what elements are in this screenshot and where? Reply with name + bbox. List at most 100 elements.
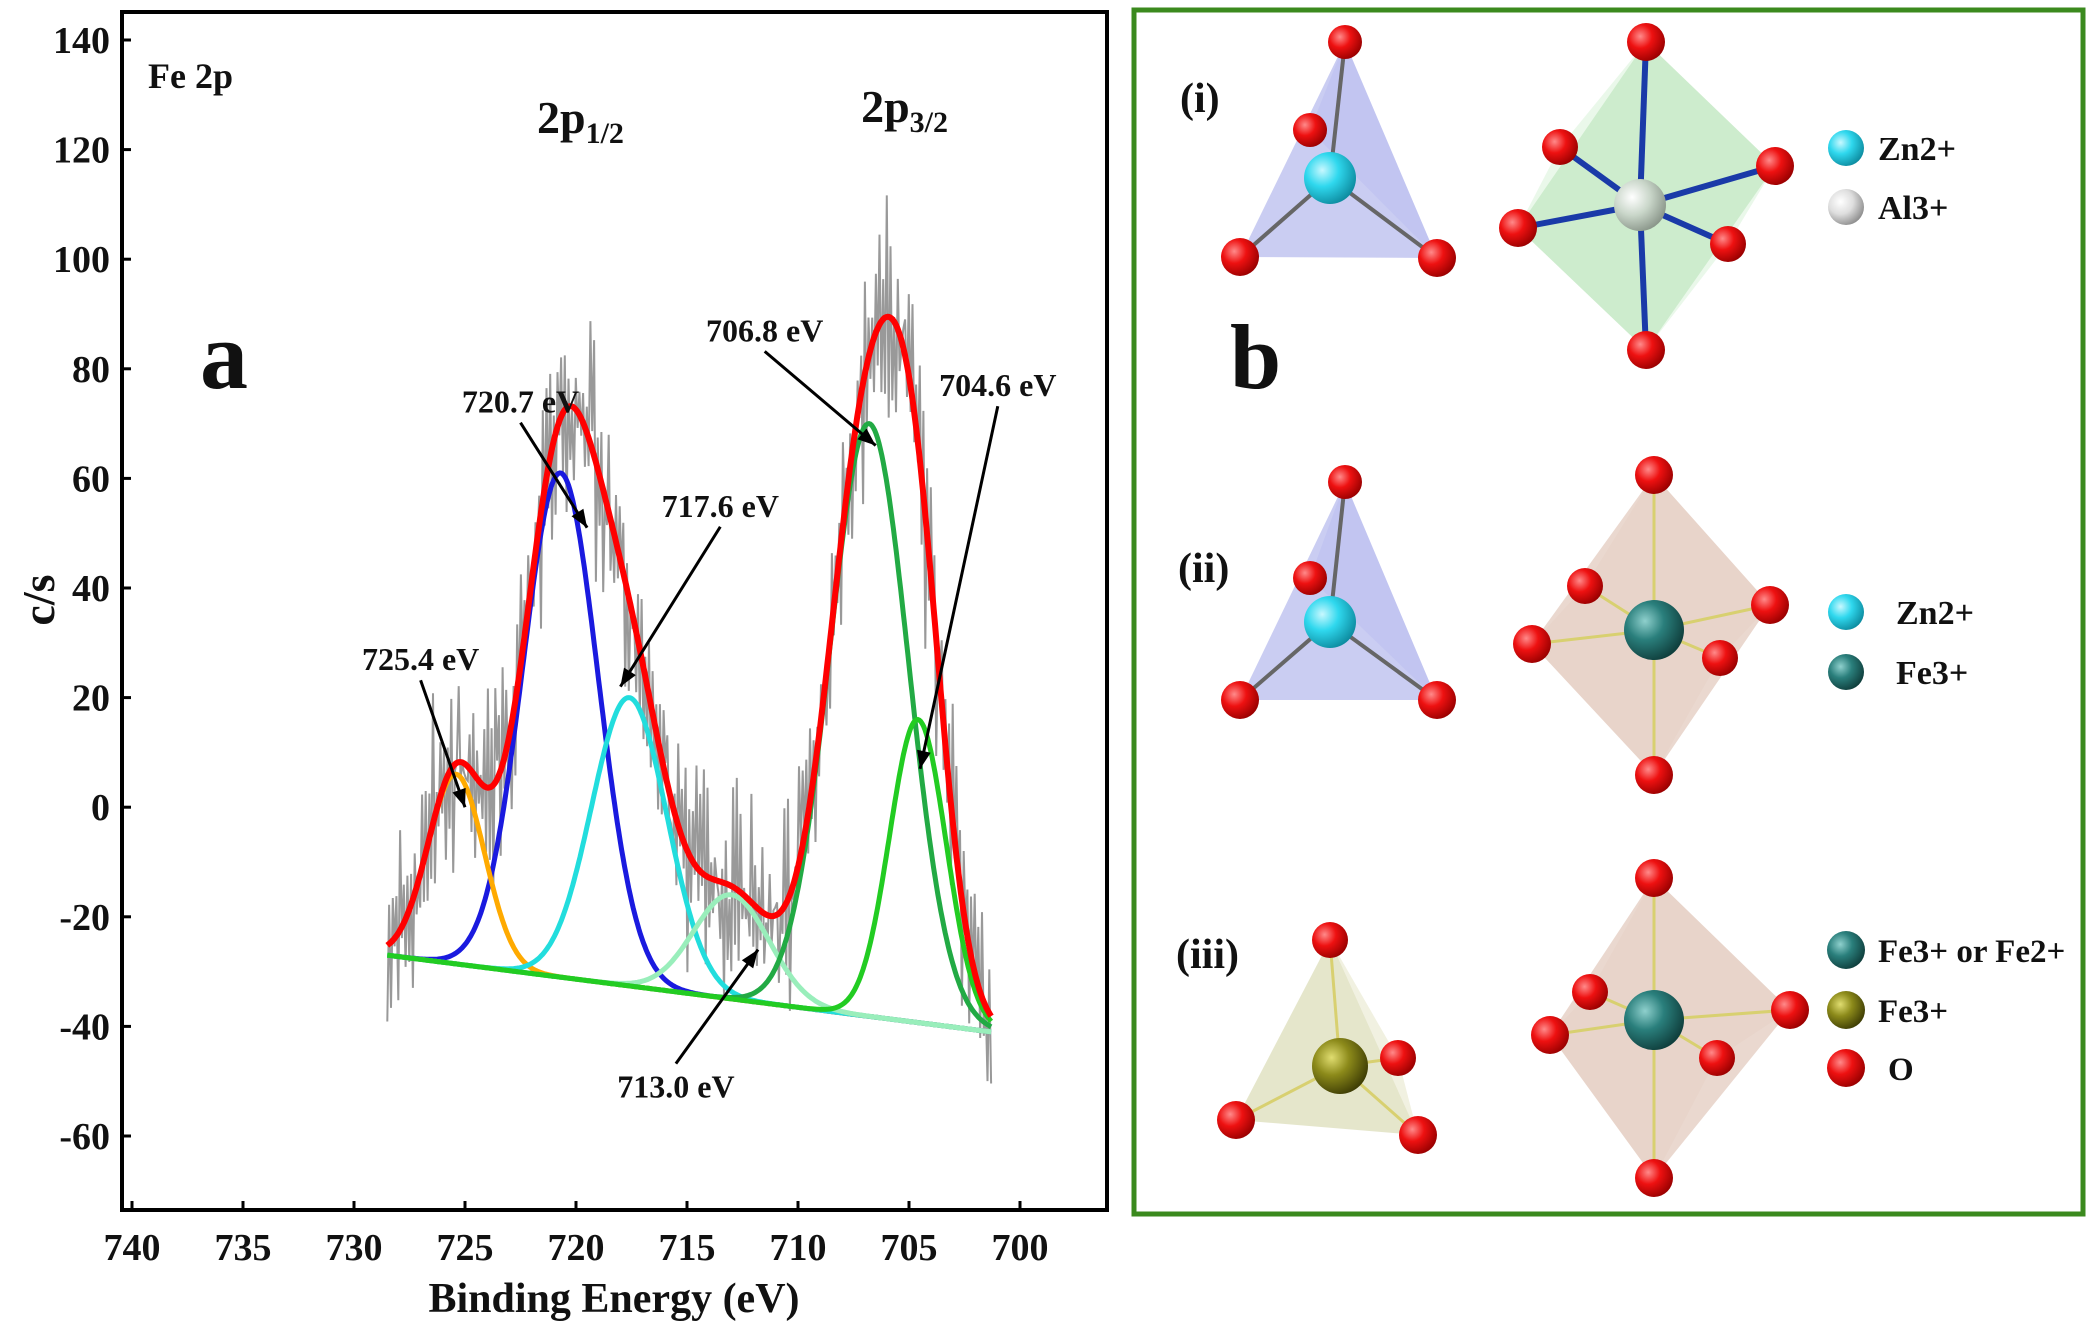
peak-annotation-label: 720.7 eV: [462, 384, 579, 420]
y-tick-label: 140: [53, 20, 110, 62]
oxygen-atom: [1418, 239, 1456, 277]
panel-a-letter: a: [200, 302, 248, 409]
legend-label: O: [1888, 1052, 1914, 1088]
oxygen-atom: [1771, 991, 1809, 1029]
x-axis: 740 735 730 725 720 715 710 705 700: [104, 1201, 1049, 1269]
al-atom: [1614, 179, 1666, 231]
oxygen-atom: [1293, 561, 1327, 595]
legend-ii: Zn2+ Fe3+: [1828, 594, 1974, 692]
oxygen-atom: [1627, 23, 1665, 61]
x-tick-label: 720: [548, 1227, 605, 1269]
annotation-arrow-line: [763, 350, 877, 447]
fe-tetra-atom: [1312, 1038, 1368, 1094]
panel-b-letter: b: [1230, 306, 1281, 408]
oxygen-atom: [1635, 756, 1673, 794]
annotation-arrow-line: [674, 948, 760, 1065]
tetrahedron-fe-iii: [1217, 922, 1437, 1154]
row-label-iii: (iii): [1176, 932, 1239, 978]
y-tick-label: 80: [72, 349, 110, 391]
spectrum-label: Fe 2p: [148, 56, 233, 96]
oxygen-atom: [1635, 859, 1673, 897]
envelope-series: [385, 313, 994, 1018]
legend-oxygen-marker: [1827, 1049, 1865, 1087]
plot-frame: [120, 10, 1109, 1212]
series-layer: [385, 195, 994, 1084]
annotation-arrow-head: [452, 787, 466, 808]
peak-annotation-label: 706.8 eV: [706, 312, 823, 348]
oxygen-atom: [1380, 1040, 1416, 1076]
x-tick-label: 740: [104, 1227, 161, 1269]
x-tick-label: 710: [770, 1227, 827, 1269]
annotation-arrow-head: [741, 949, 759, 969]
oxygen-atom: [1756, 147, 1794, 185]
oxygen-atom: [1418, 681, 1456, 719]
annotation-arrow-head: [571, 508, 588, 528]
oxygen-atom: [1221, 238, 1259, 276]
row-label-i: (i): [1180, 76, 1220, 122]
peak-annotation-label: 717.6 eV: [662, 488, 779, 524]
tetrahedron-zn-ii: [1221, 465, 1456, 719]
y-tick-label: 0: [91, 787, 110, 829]
annotation-arrow-line: [519, 421, 589, 529]
oxygen-atom: [1635, 456, 1673, 494]
y-tick-label: 120: [53, 130, 110, 172]
legend-label: Zn2+: [1896, 595, 1974, 632]
annotation-layer: 725.4 eV 720.7 eV 717.6 eV 713.0 eV 706.8 eV…: [362, 81, 1057, 1104]
octahedron-fe-iii: [1531, 859, 1809, 1197]
fe-atom: [1624, 990, 1684, 1050]
oxygen-atom: [1399, 1116, 1437, 1154]
peak-annotation-label: 704.6 eV: [939, 367, 1056, 403]
oxygen-atom: [1542, 129, 1578, 165]
legend-zn-marker: [1828, 130, 1864, 166]
oxygen-atom: [1567, 568, 1603, 604]
oxygen-atom: [1572, 974, 1608, 1010]
zn-atom: [1304, 152, 1356, 204]
legend-fe-marker: [1828, 654, 1864, 690]
xps-chart: 140 120 100 80 60 40 20 0 -20 -40 -60 740 735 730 725…: [13, 10, 1109, 1322]
fe-atom: [1624, 600, 1684, 660]
peak-group-label: 2p3/2: [861, 81, 948, 139]
legend-label: Al3+: [1878, 190, 1948, 227]
tetrahedron-zn-i: [1221, 25, 1456, 277]
y-tick-label: 20: [72, 678, 110, 720]
y-tick-label: -60: [59, 1116, 110, 1158]
peak-annotation-label: 725.4 eV: [362, 641, 479, 677]
row-label-ii: (ii): [1178, 546, 1229, 592]
x-tick-label: 735: [215, 1227, 272, 1269]
oxygen-atom: [1221, 681, 1259, 719]
annotation-arrow-line: [619, 525, 722, 688]
oxygen-atom: [1513, 625, 1551, 663]
oxygen-atom: [1627, 331, 1665, 369]
y-tick-label: 100: [53, 239, 110, 281]
x-tick-label: 705: [881, 1227, 938, 1269]
y-tick-label: 40: [72, 568, 110, 610]
legend-label: Fe3+: [1878, 994, 1948, 1030]
annotation-arrow-head: [620, 667, 636, 687]
x-axis-label: Binding Energy (eV): [428, 1276, 799, 1322]
legend-zn-marker: [1828, 594, 1864, 630]
legend-label: Fe3+ or Fe2+: [1878, 934, 2065, 970]
legend-i: Zn2+ Al3+: [1828, 130, 1956, 227]
x-tick-label: 715: [659, 1227, 716, 1269]
peak-annotation-label: 713.0 eV: [617, 1069, 734, 1105]
oxygen-atom: [1710, 226, 1746, 262]
oxygen-atom: [1499, 209, 1537, 247]
oxygen-atom: [1699, 1040, 1735, 1076]
legend-fe-marker: [1827, 931, 1865, 969]
legend-label: Zn2+: [1878, 131, 1956, 168]
oxygen-atom: [1328, 25, 1362, 59]
annotation-arrow-line: [918, 405, 1000, 770]
y-tick-label: -40: [59, 1006, 110, 1048]
y-tick-label: 60: [72, 458, 110, 500]
legend-iii: Fe3+ or Fe2+ Fe3+ O: [1827, 931, 2065, 1088]
oxygen-atom: [1751, 586, 1789, 624]
annotation-arrow-head: [917, 749, 931, 769]
legend-al-marker: [1828, 189, 1864, 225]
legend-label: Fe3+: [1896, 655, 1968, 692]
x-tick-label: 730: [326, 1227, 383, 1269]
crystal-structures-panel: b (i) (ii) (iii): [1131, 7, 2086, 1217]
oxygen-atom: [1312, 922, 1348, 958]
legend-fe-tetra-marker: [1827, 991, 1865, 1029]
octahedron-al-i: [1499, 23, 1794, 369]
x-tick-label: 725: [437, 1227, 494, 1269]
